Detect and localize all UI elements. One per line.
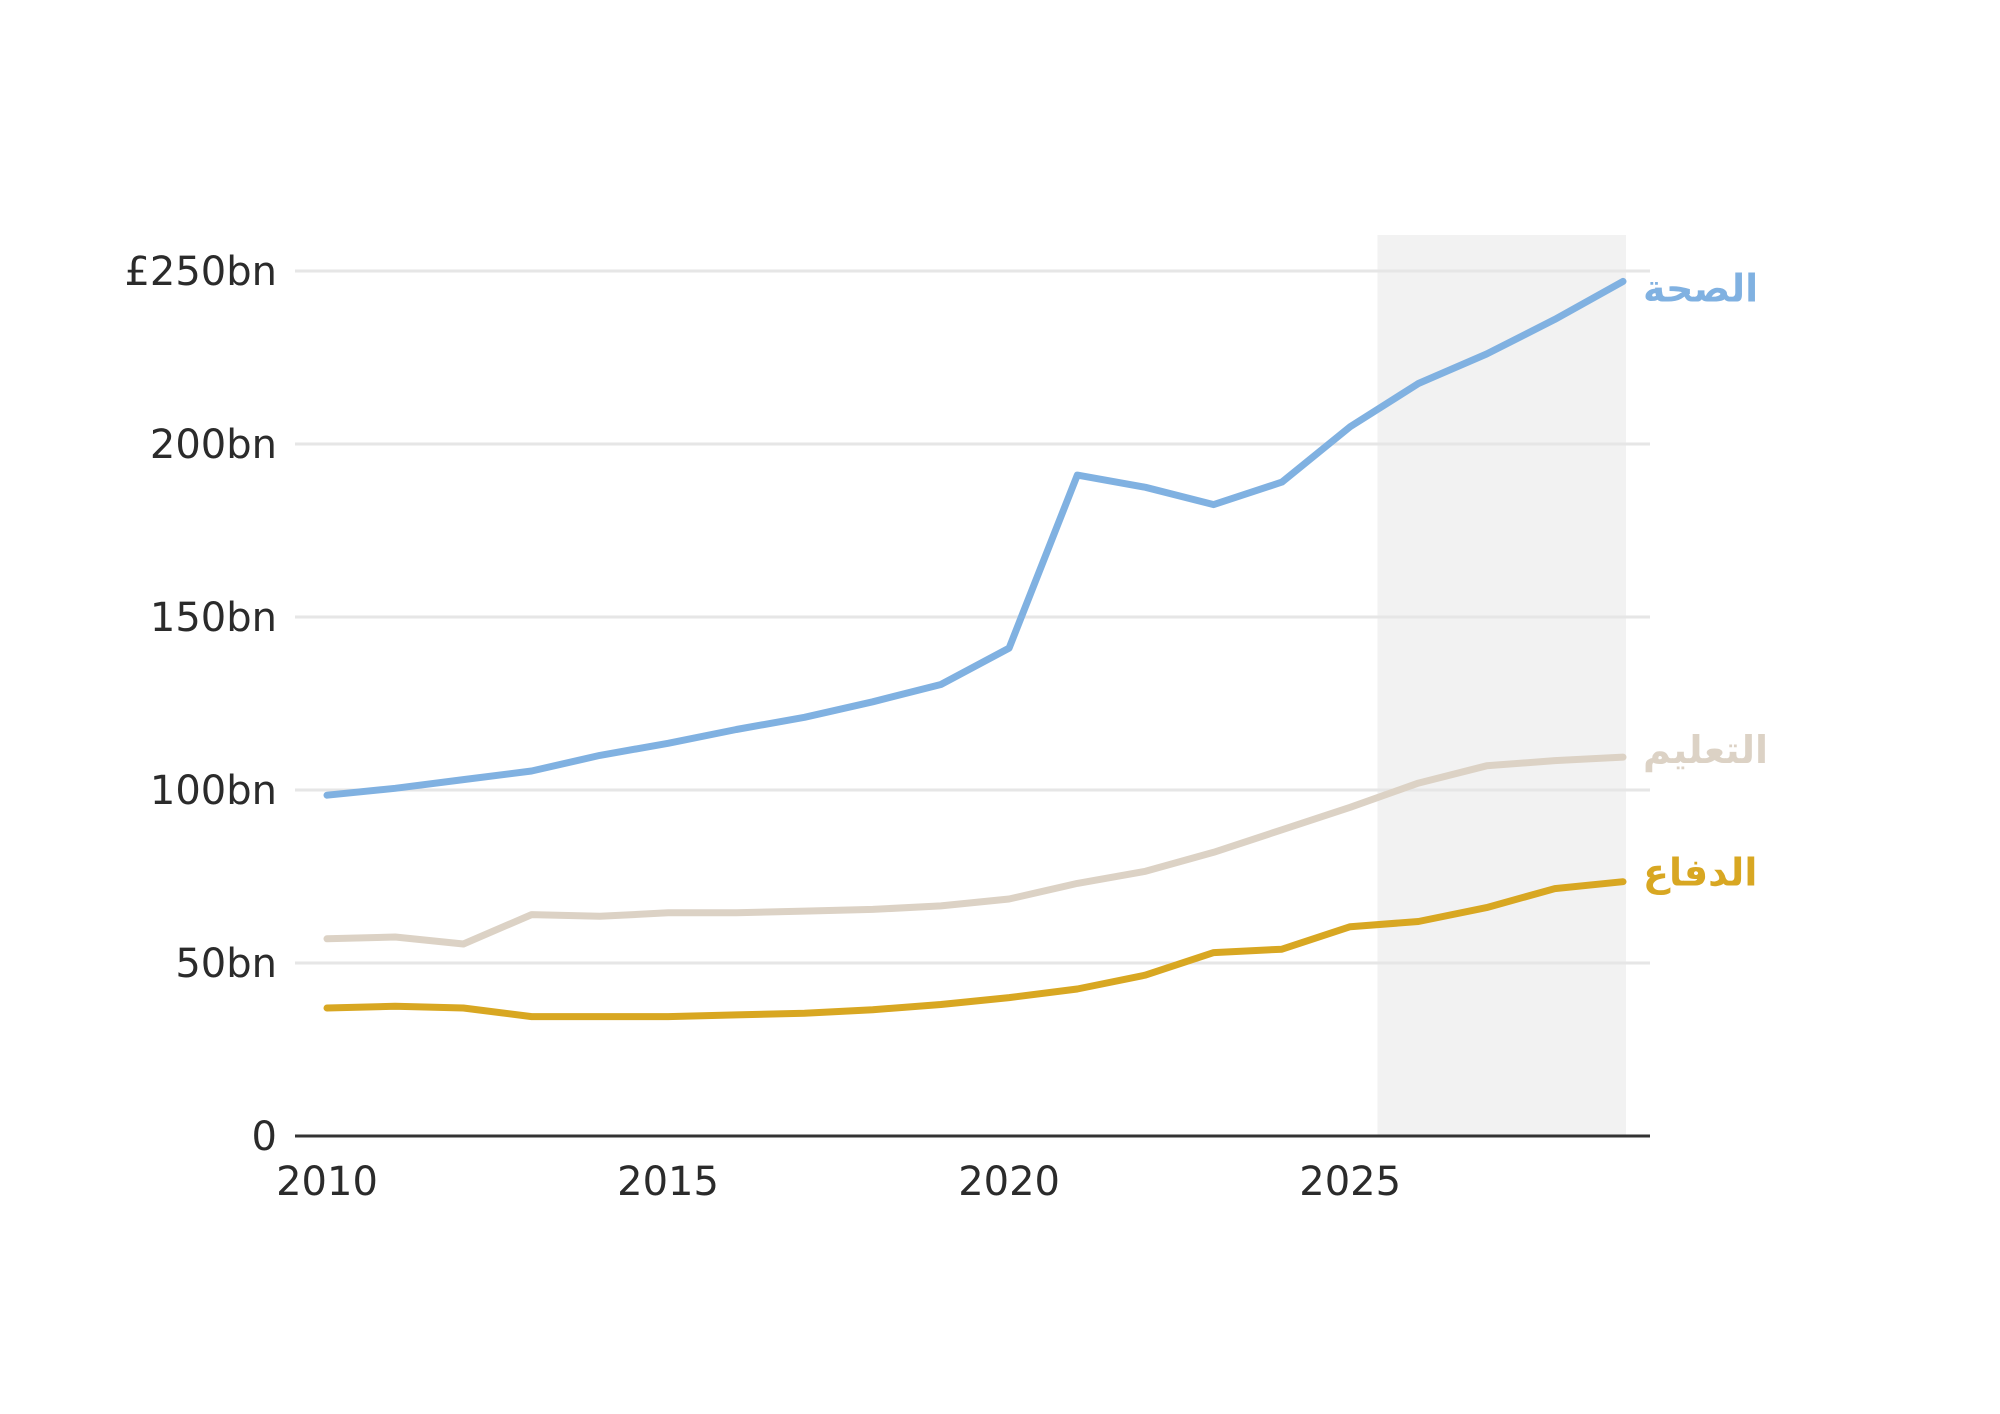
y-tick-label: 0 (252, 1114, 277, 1160)
series-label: الصحة (1643, 266, 1758, 310)
x-tick-label: 2010 (276, 1159, 378, 1205)
x-tick-label: 2015 (617, 1159, 719, 1205)
x-tick-label: 2025 (1299, 1159, 1401, 1205)
x-tick-label: 2020 (958, 1159, 1060, 1205)
series-label: التعليم (1643, 728, 1768, 773)
series-label: الدفاع (1643, 851, 1757, 895)
series-line (323, 753, 1627, 948)
series-line (323, 277, 1627, 799)
y-tick-label: £250bn (124, 249, 277, 295)
y-tick-label: 100bn (150, 768, 277, 814)
forecast-shade (1377, 235, 1626, 1136)
y-tick-label: 200bn (150, 422, 277, 468)
series-line (323, 878, 1627, 1021)
y-tick-label: 150bn (150, 595, 277, 641)
y-tick-label: 50bn (175, 941, 277, 987)
